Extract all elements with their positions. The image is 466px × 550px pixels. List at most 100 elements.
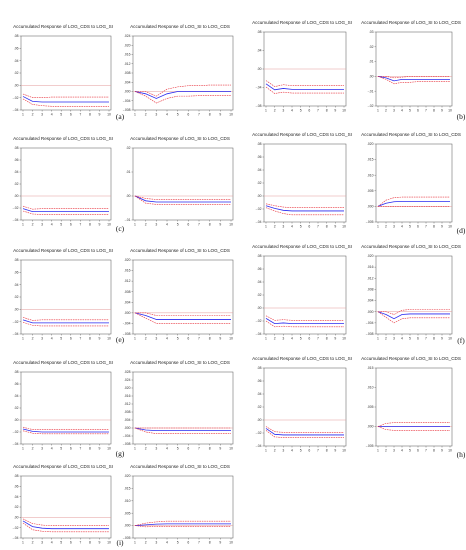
x-tick-label: 4	[291, 449, 293, 453]
x-tick-label: 8	[209, 223, 211, 227]
x-tick-label: 1	[265, 449, 267, 453]
y-tick-label: -.02	[13, 430, 19, 434]
x-tick-label: 6	[70, 223, 72, 227]
series-line-upper	[265, 315, 344, 321]
y-tick-label: .008	[367, 288, 374, 292]
x-tick-label: 3	[393, 449, 395, 453]
chart-title: Accumulated Response of LOG_SI to LOG_CD…	[130, 136, 230, 141]
x-tick-label: 2	[32, 541, 34, 545]
y-tick-label: -.01	[125, 218, 131, 222]
x-tick-label: 3	[41, 447, 43, 451]
x-tick-label: 7	[79, 541, 81, 545]
chart-p7-c1: Accumulated Response of LOG_SI to LOG_CD…	[361, 356, 461, 453]
x-tick-label: 6	[70, 113, 72, 117]
series-line-upper	[22, 426, 109, 430]
x-tick-label: 4	[401, 337, 403, 341]
y-tick-label: .04	[257, 280, 262, 284]
x-tick-label: 10	[342, 109, 346, 113]
chart-title: Accumulated Response of LOG_SI to LOG_CD…	[361, 20, 461, 25]
x-tick-label: 7	[198, 447, 200, 451]
x-tick-label: 5	[60, 223, 62, 227]
x-tick-label: 9	[98, 447, 100, 451]
chart-p8-c1: Accumulated Response of LOG_SI to LOG_CD…	[123, 464, 234, 545]
chart-title: Accumulated Response of LOG_SI to LOG_CD…	[130, 248, 230, 253]
x-tick-label: 2	[274, 449, 276, 453]
x-tick-label: 4	[166, 541, 168, 545]
x-tick-label: 2	[32, 223, 34, 227]
series-line-mid	[22, 319, 109, 324]
y-tick-label: -.02	[256, 431, 262, 435]
series-line-upper	[378, 309, 450, 315]
y-tick-label: .012	[367, 276, 374, 280]
y-tick-label: .020	[367, 142, 374, 146]
x-tick-label: 1	[377, 337, 379, 341]
x-tick-label: 10	[448, 109, 452, 113]
y-tick-label: .015	[124, 487, 131, 491]
x-tick-label: 8	[433, 337, 435, 341]
y-tick-label: -.04	[13, 332, 19, 336]
series-line-upper	[22, 518, 109, 526]
x-tick-label: 7	[79, 447, 81, 451]
series-line-mid	[265, 428, 344, 436]
x-tick-label: 5	[300, 225, 302, 229]
x-tick-label: 6	[187, 541, 189, 545]
x-tick-label: 10	[342, 225, 346, 229]
x-tick-label: 5	[300, 109, 302, 113]
y-tick-label: .04	[14, 495, 19, 499]
x-tick-label: 6	[70, 337, 72, 341]
x-tick-label: 10	[229, 223, 233, 227]
y-tick-label: -.008	[366, 332, 374, 336]
y-tick-label: .08	[14, 370, 19, 374]
chart-title: Accumulated Response of LOG_CDS to LOG_S…	[252, 132, 352, 137]
x-tick-label: 4	[51, 447, 53, 451]
series-line-lower	[134, 525, 231, 528]
series-line-mid	[377, 201, 450, 207]
x-tick-label: 5	[300, 337, 302, 341]
y-tick-label: .000	[124, 426, 131, 430]
chart-p6-c0: Accumulated Response of LOG_CDS to LOG_S…	[13, 360, 113, 451]
series-line-lower	[22, 210, 109, 215]
series-line-mid	[22, 208, 109, 213]
series-line-lower	[265, 430, 344, 438]
series-line-upper	[265, 203, 344, 208]
x-tick-label: 8	[326, 449, 328, 453]
y-tick-label: .08	[257, 142, 262, 146]
y-tick-label: .00	[257, 67, 262, 71]
chart-title: Accumulated Response of LOG_CDS to LOG_S…	[252, 356, 352, 361]
y-tick-label: -.01	[368, 89, 374, 93]
x-tick-label: 3	[155, 223, 157, 227]
series-line-lower	[377, 76, 450, 85]
x-tick-label: 9	[219, 447, 221, 451]
y-tick-label: -.02	[368, 104, 374, 108]
x-tick-label: 4	[51, 113, 53, 117]
y-tick-label: .01	[126, 170, 131, 174]
y-tick-label: -.005	[366, 220, 374, 224]
chart-title: Accumulated Response of LOG_SI to LOG_CD…	[130, 464, 230, 469]
x-tick-label: 7	[198, 337, 200, 341]
series-line-mid	[134, 312, 231, 320]
series-line-mid	[265, 205, 344, 212]
y-tick-label: .016	[124, 269, 131, 273]
x-tick-label: 8	[433, 225, 435, 229]
plot-frame	[132, 35, 234, 111]
x-tick-label: 2	[145, 447, 147, 451]
panel-label: (f)	[457, 336, 465, 345]
chart-p3-c0: Accumulated Response of LOG_CDS to LOG_S…	[252, 132, 352, 229]
chart-p2-c0: Accumulated Response of LOG_CDS to LOG_S…	[13, 136, 113, 227]
x-tick-label: 3	[282, 225, 284, 229]
series-line-upper	[377, 196, 450, 207]
y-tick-label: .00	[14, 194, 19, 198]
y-tick-label: .04	[14, 59, 19, 63]
x-tick-label: 3	[155, 541, 157, 545]
chart-p8-c0: Accumulated Response of LOG_CDS to LOG_S…	[13, 464, 113, 545]
x-tick-label: 10	[342, 449, 346, 453]
y-tick-label: .000	[367, 425, 374, 429]
y-tick-label: -.04	[13, 108, 19, 112]
panel-label: (b)	[457, 112, 466, 121]
y-tick-label: -.04	[13, 536, 19, 540]
plot-frame	[20, 371, 112, 445]
x-tick-label: 4	[401, 449, 403, 453]
x-tick-label: 1	[134, 447, 136, 451]
y-tick-label: .02	[257, 293, 262, 297]
